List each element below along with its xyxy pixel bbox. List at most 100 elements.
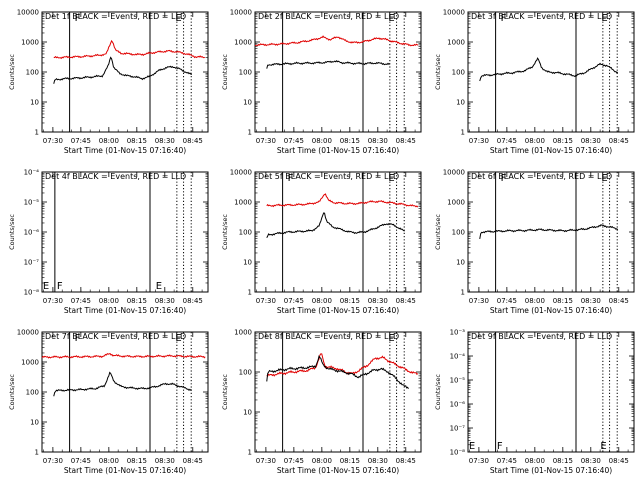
x-axis-label: Start Time (01-Nov-15 07:16:40) [64,146,186,155]
flag-label: F [497,441,503,452]
y-tick-label: 10000 [230,169,252,177]
y-tick-label: 1000 [21,39,39,47]
x-tick-label: 08:30 [368,297,388,305]
x-tick-label: 08:45 [609,137,629,145]
x-tick-label: 07:45 [284,297,304,305]
x-axis-label: Start Time (01-Nov-15 07:16:40) [64,306,186,315]
x-tick-label: 07:45 [71,297,91,305]
y-tick-label: 10 [30,99,39,107]
x-tick-label: 08:45 [183,137,203,145]
y-tick-label: 10000 [230,9,252,17]
x-axis-label: Start Time (01-Nov-15 07:16:40) [64,466,186,475]
flag-label: E [388,173,394,184]
y-tick-label: 100 [26,69,39,77]
flag-label: E [601,13,607,24]
y-tick-label: 1 [461,129,465,137]
y-tick-label: 10000 [17,329,39,337]
y-tick-label: 1000 [234,199,252,207]
y-tick-label: 10⁻⁴ [450,353,466,361]
x-axis-label: Start Time (01-Nov-15 07:16:40) [277,466,399,475]
y-axis-label: Counts/sec [221,214,229,250]
y-tick-label: 1 [35,129,39,137]
chart-panel-5: Det 5f BLACK = Events, RED = LLD 1 10 100 10… [221,169,422,315]
x-tick-label: 07:45 [497,297,517,305]
y-tick-label: 10⁻⁶ [450,401,466,409]
x-tick-label: 07:30 [469,457,489,465]
x-tick-label: 07:45 [71,137,91,145]
x-tick-label: 08:45 [396,137,416,145]
x-tick-label: 08:00 [99,137,119,145]
y-tick-label: 10 [456,99,465,107]
panel-title: Det 3f BLACK = Events, RED = LLD [471,12,612,21]
x-tick-label: 07:30 [256,297,276,305]
plot-frame [254,331,422,453]
flag-label: E [43,281,49,292]
x-axis-label: Start Time (01-Nov-15 07:16:40) [490,306,612,315]
x-tick-label: 08:30 [581,457,601,465]
y-tick-label: 10⁻⁵ [450,377,466,385]
x-tick-label: 08:15 [340,137,360,145]
y-tick-label: 10000 [17,9,39,17]
x-tick-label: 08:30 [155,137,175,145]
flag-label: E [600,441,606,452]
y-tick-label: 1000 [234,329,252,337]
lld-series-line [266,193,419,208]
y-tick-label: 1 [461,289,465,297]
y-tick-label: 10 [243,99,252,107]
x-tick-label: 07:45 [497,137,517,145]
plot-frame [254,11,422,133]
y-tick-label: 100 [239,369,252,377]
y-tick-label: 1 [248,289,252,297]
x-tick-label: 07:45 [284,137,304,145]
flag-label: F [57,281,63,292]
events-series-line [266,59,391,69]
flag-label: E [388,13,394,24]
x-tick-label: 08:30 [581,137,601,145]
flag-label: F [501,173,507,184]
chart-panel-1: Det 1f BLACK = Events, RED = LLD 1 10 100 10… [8,9,209,155]
y-tick-label: 10000 [443,9,465,17]
x-tick-label: 08:15 [340,457,360,465]
events-series-line [479,57,619,82]
x-tick-label: 07:30 [43,457,63,465]
x-tick-label: 08:30 [368,457,388,465]
y-axis-label: Counts/sec [434,54,442,90]
flag-label: E [175,13,181,24]
x-axis-label: Start Time (01-Nov-15 07:16:40) [490,466,612,475]
y-tick-label: 10⁻⁸ [450,449,466,457]
panel-title: Det 1f BLACK = Events, RED = LLD [45,12,186,21]
x-tick-label: 08:00 [525,137,545,145]
x-tick-label: 07:30 [469,137,489,145]
y-tick-label: 100 [452,69,465,77]
y-tick-label: 10 [456,259,465,267]
x-tick-label: 08:15 [127,297,147,305]
y-tick-label: 100 [239,69,252,77]
x-tick-label: 08:15 [553,137,573,145]
x-tick-label: 08:15 [127,137,147,145]
y-axis-label: Counts/sec [434,214,442,250]
chart-panel-9: Det 9f BLACK = Events, RED = LLD 10⁻⁸ 10⁻⁷… [434,329,635,475]
y-tick-label: 10000 [443,169,465,177]
events-series-line [53,371,193,397]
events-series-line [479,223,619,240]
x-tick-label: 08:15 [340,297,360,305]
y-axis-label: Counts/sec [8,374,16,410]
panel-title: Det 5f BLACK = Events, RED = LLD [258,172,399,181]
x-tick-label: 08:00 [99,297,119,305]
x-tick-label: 08:00 [312,457,332,465]
flag-label: E [388,333,394,344]
y-axis-label: Counts/sec [8,214,16,250]
y-axis-label: Counts/sec [221,54,229,90]
panel-title: Det 8f BLACK = Events, RED = LLD [258,332,399,341]
x-tick-label: 08:45 [396,297,416,305]
panel-title: Det 7f BLACK = Events, RED = LLD [45,332,186,341]
chart-panel-6: Det 6f BLACK = Events, RED = LLD 1 10 100 10… [434,169,635,315]
y-tick-label: 10 [243,409,252,417]
y-tick-label: 1 [248,449,252,457]
plot-frame [41,171,209,293]
x-tick-label: 07:45 [284,457,304,465]
y-tick-label: 10 [30,419,39,427]
panel-title: Det 9f BLACK = Events, RED = LLD [471,332,612,341]
x-tick-label: 08:45 [609,457,629,465]
